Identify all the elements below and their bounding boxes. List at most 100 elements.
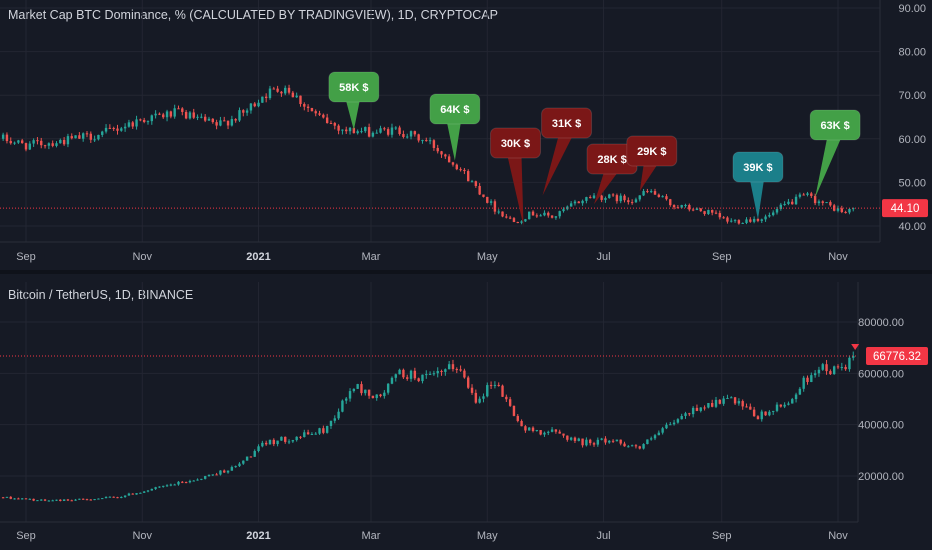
candle-body[interactable] [264,442,268,445]
candle-body[interactable] [554,216,558,218]
candle-body[interactable] [120,497,123,499]
candle-body[interactable] [337,125,340,131]
candle-body[interactable] [329,123,333,125]
candle-body[interactable] [280,91,283,94]
candle-body[interactable] [162,114,165,118]
candle-body[interactable] [436,147,439,152]
candle-body[interactable] [699,407,702,411]
candle-body[interactable] [684,413,687,416]
candle-body[interactable] [66,136,70,145]
candle-body[interactable] [832,366,836,375]
candle-body[interactable] [28,498,32,500]
price-callout[interactable]: 28K $ [586,143,638,205]
candle-body[interactable] [794,196,798,205]
candle-body[interactable] [611,440,615,442]
candle-body[interactable] [444,154,447,157]
candle-body[interactable] [20,498,24,500]
candle-body[interactable] [619,439,622,444]
candle-body[interactable] [848,208,851,213]
candle-body[interactable] [123,495,127,498]
candle-body[interactable] [657,432,661,436]
candle-body[interactable] [20,140,24,144]
candle-body[interactable] [5,134,9,142]
candle-body[interactable] [417,378,420,382]
candle-body[interactable] [245,456,249,461]
candle-body[interactable] [447,156,451,163]
candle-body[interactable] [817,369,821,374]
candle-body[interactable] [249,103,253,111]
candle-body[interactable] [287,441,291,443]
candle-body[interactable] [756,416,760,420]
candle-body[interactable] [78,498,81,500]
candle-body[interactable] [131,493,134,495]
candle-body[interactable] [345,398,348,401]
candle-body[interactable] [775,404,779,411]
candle-body[interactable] [421,140,424,142]
candle-body[interactable] [516,222,519,224]
candle-body[interactable] [181,108,184,112]
candle-body[interactable] [752,409,756,417]
candle-body[interactable] [760,219,763,221]
candle-body[interactable] [421,374,424,382]
price-callout[interactable]: 39K $ [732,151,784,220]
candle-body[interactable] [226,470,230,473]
candle-body[interactable] [120,128,123,131]
candle-body[interactable] [672,205,676,208]
candle-body[interactable] [478,398,481,403]
candle-body[interactable] [158,113,161,115]
candle-body[interactable] [650,191,653,193]
candle-body[interactable] [760,411,763,420]
candle-body[interactable] [390,377,394,384]
candle-body[interactable] [493,201,497,212]
candle-body[interactable] [253,451,256,457]
candle-body[interactable] [1,134,5,139]
candle-body[interactable] [501,211,504,217]
candle-body[interactable] [177,481,180,485]
candle-body[interactable] [752,218,756,222]
candle-body[interactable] [306,106,310,108]
candle-body[interactable] [85,499,89,501]
candle-body[interactable] [592,443,596,445]
price-callout[interactable]: 58K $ [328,71,380,131]
candle-body[interactable] [516,415,519,421]
candle-body[interactable] [741,222,744,224]
candle-body[interactable] [428,373,432,375]
candle-body[interactable] [59,139,62,144]
candle-body[interactable] [261,96,264,103]
candle-body[interactable] [257,446,260,452]
candle-body[interactable] [562,209,565,212]
candle-body[interactable] [345,129,348,132]
candle-body[interactable] [135,119,138,127]
candle-body[interactable] [230,467,234,471]
candle-body[interactable] [669,199,672,206]
candle-body[interactable] [581,438,584,446]
candle-body[interactable] [585,197,588,201]
candle-body[interactable] [512,218,516,223]
candle-body[interactable] [364,127,367,132]
candle-body[interactable] [665,424,668,429]
candle-body[interactable] [528,211,531,220]
candle-body[interactable] [306,432,310,435]
candle-body[interactable] [409,370,413,379]
candle-body[interactable] [768,215,771,217]
candle-body[interactable] [646,439,649,445]
candle-body[interactable] [360,384,363,394]
candle-body[interactable] [112,496,115,498]
candle-body[interactable] [203,476,207,479]
candle-body[interactable] [432,373,436,375]
candle-body[interactable] [9,496,12,499]
candle-body[interactable] [714,212,718,214]
candle-body[interactable] [569,437,573,440]
candle-body[interactable] [425,140,428,142]
candle-body[interactable] [661,428,664,433]
candle-body[interactable] [337,411,340,419]
candle-body[interactable] [661,196,664,198]
candle-body[interactable] [615,195,619,202]
candle-body[interactable] [383,128,386,130]
candle-body[interactable] [745,406,748,408]
candle-body[interactable] [550,429,554,432]
candle-body[interactable] [371,395,375,398]
candle-body[interactable] [341,129,344,131]
candle-body[interactable] [733,397,737,404]
